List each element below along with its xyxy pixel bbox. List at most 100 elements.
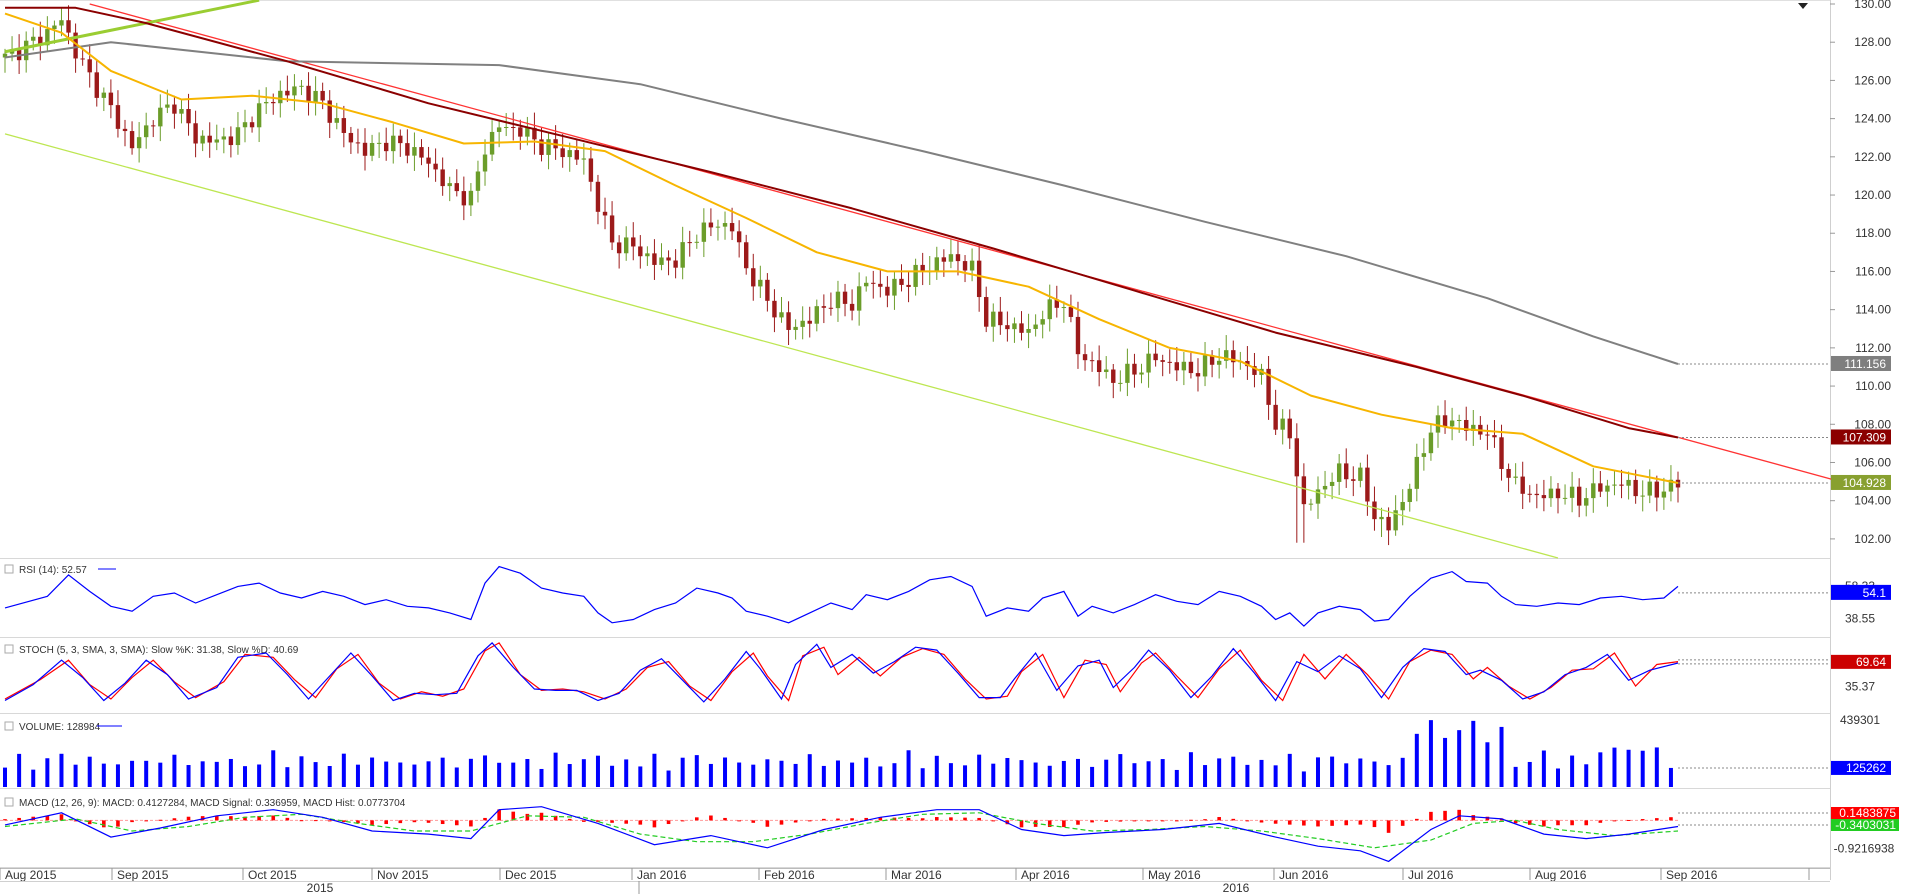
macd-hist-bar xyxy=(596,820,600,822)
candle-body xyxy=(680,242,685,268)
panel-menu-icon[interactable] xyxy=(1798,3,1808,9)
candle-body xyxy=(1591,483,1596,499)
candle-body xyxy=(976,260,982,298)
macd-hist-bar xyxy=(398,820,403,824)
macd-hist-bar xyxy=(1273,820,1278,824)
macd-hist-bar xyxy=(3,819,7,821)
volume-bar xyxy=(1104,759,1109,787)
volume-bar xyxy=(1245,764,1250,787)
macd-hist-bar xyxy=(384,820,388,825)
candle-body xyxy=(588,158,594,182)
volume-bar xyxy=(398,762,403,787)
volume-bar xyxy=(1570,755,1575,787)
volume-bar xyxy=(708,763,713,787)
candle-body xyxy=(595,181,601,212)
macd-hist-bar xyxy=(469,820,473,827)
trendline xyxy=(4,133,1559,559)
candle-body xyxy=(645,253,650,257)
candle-body xyxy=(1054,299,1060,308)
macd-hist-bar xyxy=(1217,817,1221,821)
macd-hist-bar xyxy=(243,816,247,821)
volume-bar xyxy=(1457,730,1462,787)
macd-hist-bar xyxy=(426,820,431,823)
candle-body xyxy=(285,90,290,96)
stoch-line xyxy=(4,642,1679,703)
price-tag-box xyxy=(1831,474,1891,490)
ma-darkred-line xyxy=(5,6,1679,439)
volume-bar xyxy=(610,765,615,787)
rsi-line xyxy=(4,565,1679,627)
price-tick-label: 108.00 xyxy=(1854,417,1891,431)
volume-bar xyxy=(1287,753,1292,787)
macd-hist-bar xyxy=(1429,811,1433,821)
macd-hist-bar xyxy=(1669,817,1673,821)
candle-body xyxy=(1464,419,1469,431)
candle-body xyxy=(991,311,996,327)
candle-body xyxy=(1365,467,1370,502)
candle-body xyxy=(165,104,170,108)
volume-bar xyxy=(595,755,600,787)
candle-body xyxy=(1675,479,1681,488)
macd-hist-bar xyxy=(116,820,120,827)
candle-body xyxy=(306,85,311,103)
candle-body xyxy=(454,183,459,192)
candle-body xyxy=(1668,479,1674,492)
macd-hist-bar xyxy=(723,817,727,821)
month-tick-label: Sep 2016 xyxy=(1666,868,1718,882)
volume-bar xyxy=(751,764,756,787)
macd-hist-bar xyxy=(483,817,487,821)
candle-body xyxy=(1421,453,1427,457)
volume-bar xyxy=(680,757,685,787)
candle-body xyxy=(913,264,918,287)
price-panel: 130.00 128.00 126.00 124.00 122.00 120.00 118.… xyxy=(2,0,1891,559)
volume-bar xyxy=(1612,747,1617,787)
candle-body xyxy=(729,223,735,232)
candle-body xyxy=(1344,463,1349,480)
candle-body xyxy=(1231,350,1236,363)
macd-hist-bar xyxy=(1386,820,1391,833)
macd-hist-bar xyxy=(1132,820,1137,822)
macd-hist-bar xyxy=(186,816,191,821)
volume-bar xyxy=(1428,720,1433,787)
macd-hist-bar xyxy=(299,820,304,822)
candle-body xyxy=(1012,323,1017,330)
candle-body xyxy=(1513,476,1518,478)
macd-tick-label: -0.9216938 xyxy=(1834,841,1895,855)
candle-body xyxy=(23,40,29,61)
price-tag-value: 104.928 xyxy=(1843,476,1887,490)
macd-hist-bar xyxy=(977,817,981,821)
candle-body xyxy=(1449,420,1455,427)
indicator-label: STOCH (5, 3, SMA, 3, SMA): Slow %K: 31.3… xyxy=(19,645,299,656)
macd-hist-bar xyxy=(525,813,530,821)
candle-body xyxy=(419,147,424,158)
candle-body xyxy=(122,128,128,132)
candle-body xyxy=(871,282,876,284)
price-tag-box xyxy=(1831,429,1891,445)
candle-body xyxy=(941,257,947,262)
volume-tag-value: 125262 xyxy=(1846,761,1886,775)
candle-body xyxy=(355,142,361,144)
candle-body xyxy=(179,109,184,114)
macd-hist-bar xyxy=(652,820,657,828)
macd-hist-bar xyxy=(440,820,445,825)
macd-hist-bar xyxy=(1259,820,1264,823)
volume-bar xyxy=(454,767,459,787)
candle-body xyxy=(1576,486,1582,506)
candle-body xyxy=(631,237,636,247)
volume-bar xyxy=(440,757,445,787)
month-tick-label: Jan 2016 xyxy=(637,868,687,882)
candle-body xyxy=(715,226,721,228)
candle-body xyxy=(151,125,156,127)
candle-body xyxy=(1619,484,1624,486)
panel-collapse-icon xyxy=(4,797,14,807)
month-tick-label: Oct 2015 xyxy=(248,868,297,882)
month-tick-label: Aug 2015 xyxy=(5,868,57,882)
macd-hist-bar xyxy=(991,820,996,822)
candle-body xyxy=(567,150,572,158)
macd-hist-bar xyxy=(1415,818,1419,821)
candle-body xyxy=(1040,319,1045,325)
candle-body xyxy=(623,237,629,254)
candle-body xyxy=(193,123,198,144)
volume-bar xyxy=(483,755,488,787)
macd-hist-bar xyxy=(45,815,50,821)
